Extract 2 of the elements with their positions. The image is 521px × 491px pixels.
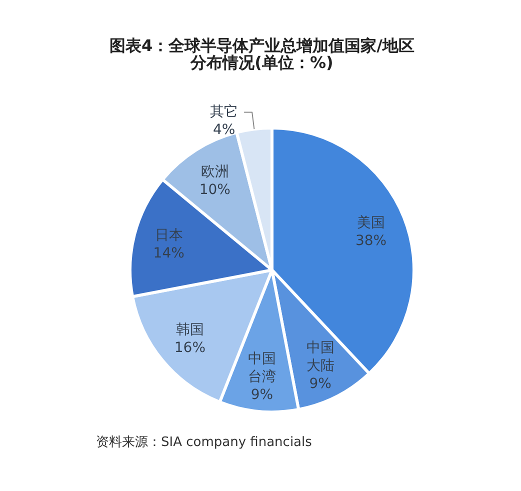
title: 图表4：全球半导体产业总增加值国家/地区分布情况(单位：%) — [110, 36, 414, 72]
annotation: 资料来源：SIA company financials — [96, 435, 312, 450]
